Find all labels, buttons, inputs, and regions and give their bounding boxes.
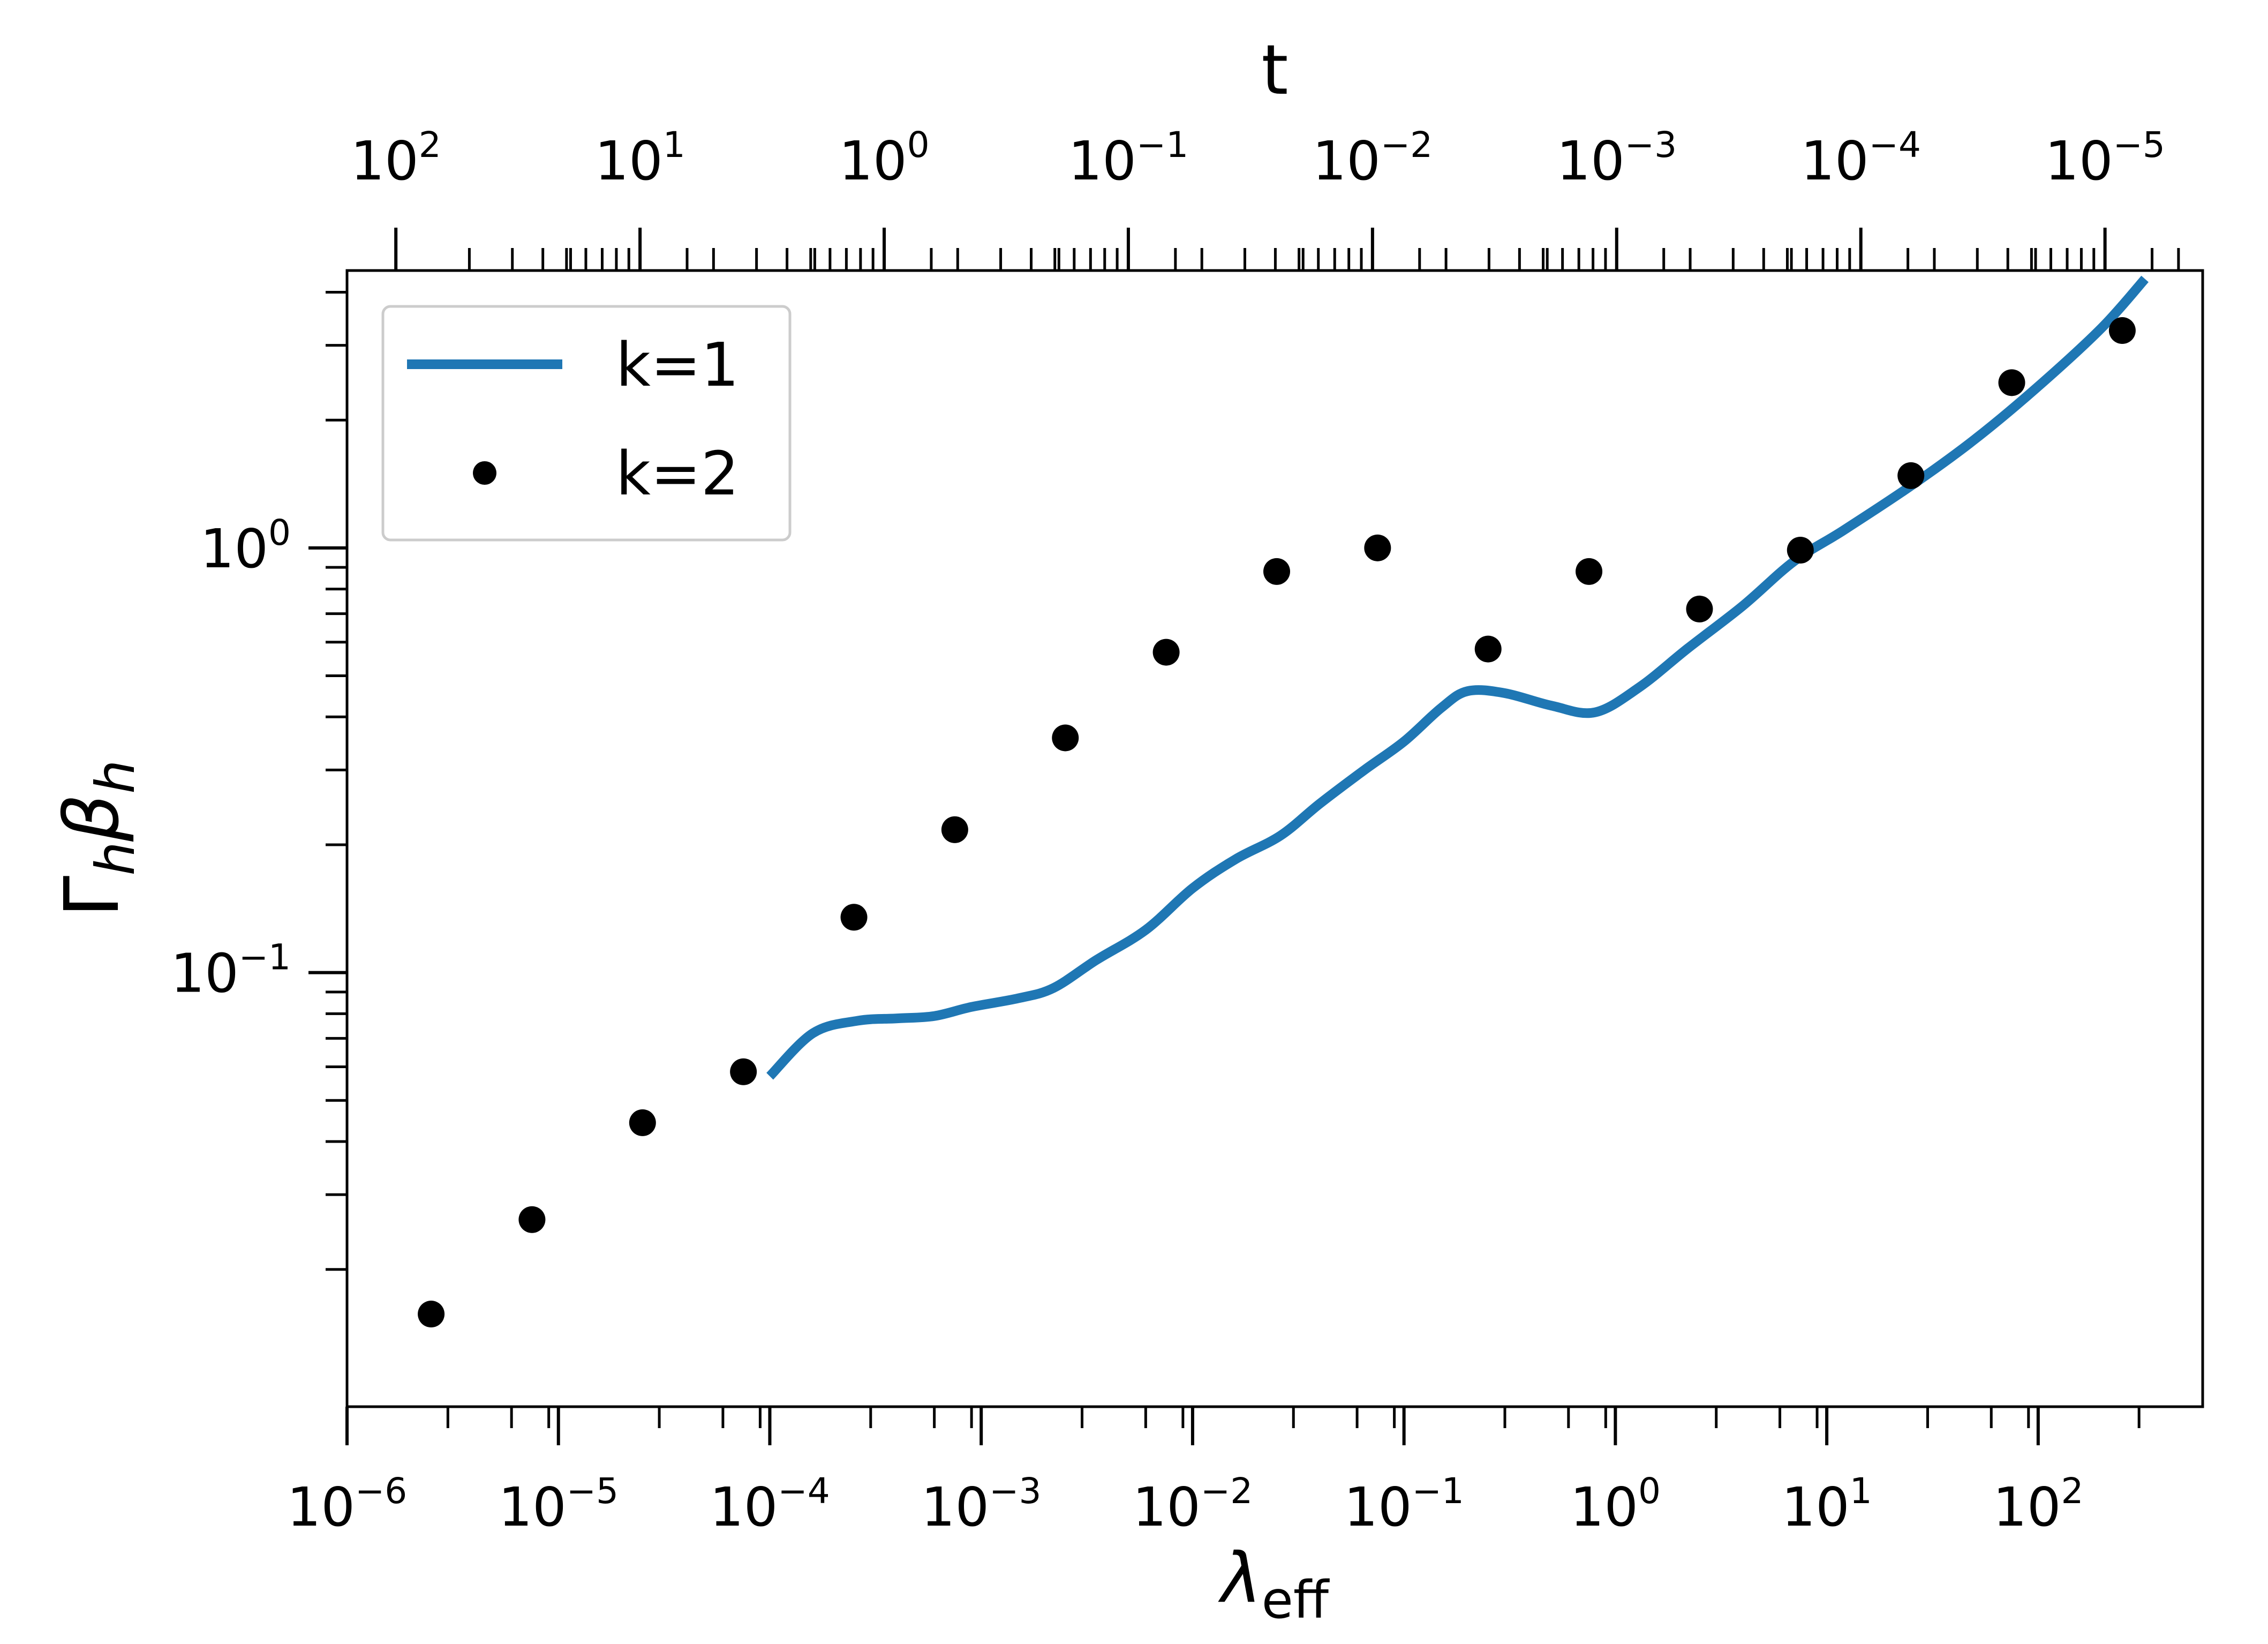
data-point-k2 [1576,558,1603,585]
y-label-beta: β [49,794,136,842]
x2-tick-label: 10−3 [1557,124,1677,192]
legend-dot-marker [473,461,496,485]
y-label-beta-subscript: h [84,760,147,793]
legend-label-k1: k=1 [616,331,739,400]
x-tick-label: 10−3 [921,1470,1042,1538]
series-layer [418,275,2149,1328]
y-tick-label: 100 [200,512,291,580]
x2-tick-label: 100 [839,124,929,192]
x2-axis-title: t [1261,31,1288,110]
data-point-k2 [1897,462,1925,489]
data-point-k2 [1152,639,1180,666]
x2-tick-label: 10−5 [2045,124,2165,192]
y-tick-label: 10−1 [170,937,291,1005]
legend-label-k2: k=2 [616,439,739,509]
data-point-k2 [418,1301,445,1328]
data-point-k2 [518,1206,546,1233]
ticks-layer: 10−6 10−5 10−4 10−3 10−2 10−1 100 101 102 100 10−1… [170,124,2180,1538]
data-point-k2 [730,1058,757,1085]
data-point-k2 [1998,369,2025,396]
data-point-k2 [1686,595,1713,622]
data-point-k2 [941,816,968,843]
y-label-gamma-subscript: h [84,842,147,875]
series-line-k1 [766,275,2149,1080]
x-tick-label: 10−4 [710,1470,830,1538]
x2-tick-label: 101 [594,124,685,192]
top-axis-label: t [1261,31,1288,110]
x-tick-label: 10−6 [287,1470,408,1538]
y-axis-title: Γhβh [49,760,147,917]
x-axis-title: λeff [1218,1538,1330,1630]
x-tick-label: 101 [1781,1470,1872,1538]
x-tick-label: 10−5 [498,1470,619,1538]
data-point-k2 [1474,635,1502,663]
x2-tick-label: 10−2 [1313,124,1433,192]
data-point-k2 [1787,536,1814,564]
x2-tick-label: 10−1 [1068,124,1189,192]
x-axis-label-main: λ [1218,1538,1262,1618]
data-point-k2 [840,904,868,931]
svg-text:λeff: λeff [1218,1538,1330,1630]
data-point-k2 [1364,534,1391,561]
svg-text:Γhβh: Γhβh [49,760,147,917]
data-point-k2 [629,1109,656,1136]
x-tick-label: 10−2 [1133,1470,1253,1538]
data-point-k2 [2108,317,2136,344]
legend: k=1 k=2 [381,305,792,542]
y-label-gamma: Γ [49,876,136,918]
data-point-k2 [1263,558,1290,585]
x-tick-label: 102 [1993,1470,2083,1538]
x-tick-label: 100 [1570,1470,1661,1538]
x-tick-label: 10−1 [1344,1470,1464,1538]
data-point-k2 [1052,724,1079,752]
x-axis-label-subscript: eff [1262,1570,1330,1630]
x2-tick-label: 102 [351,124,441,192]
x2-tick-label: 10−4 [1800,124,1921,192]
plot-frame [345,269,2204,1408]
